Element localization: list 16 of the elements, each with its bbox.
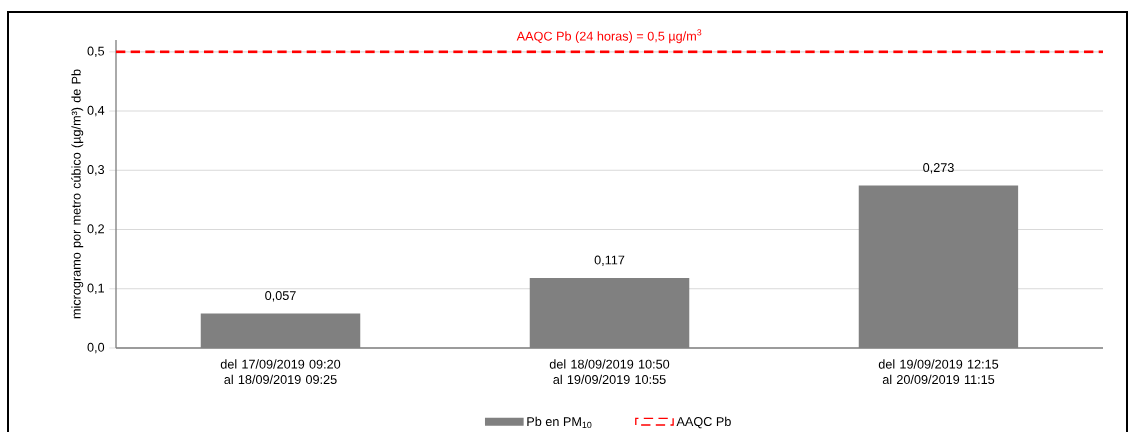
data-label: 0,117 xyxy=(594,255,625,266)
y-tick-label: 0,3 xyxy=(87,165,105,176)
y-tick-label: 0,2 xyxy=(87,224,104,235)
data-label: 0,057 xyxy=(265,291,296,302)
y-tick-label: 0,1 xyxy=(87,283,104,295)
y-tick-label: 0,5 xyxy=(87,46,105,58)
y-axis-title: microgramo por metro cúbico (µg/m³) de Pb xyxy=(71,69,84,319)
y-tick-label: 0,0 xyxy=(87,342,105,354)
x-tick-label: del 18/09/2019 10:50 al 19/09/2019 10:55 xyxy=(549,359,670,385)
data-label: 0,273 xyxy=(923,163,954,174)
x-tick-label: del 19/09/2019 12:15 al 20/09/2019 11:15 xyxy=(878,359,999,385)
legend-label: Pb en PM$_{10}$ xyxy=(527,416,592,429)
annotation: AAQC Pb (24 horas) = 0,5 µg/m$^{3}$ xyxy=(516,29,702,44)
x-tick-label: del 17/09/2019 09:20 al 18/09/2019 09:25 xyxy=(220,359,341,385)
y-tick-label: 0,4 xyxy=(87,105,105,117)
legend-label: AAQC Pb xyxy=(676,416,731,429)
